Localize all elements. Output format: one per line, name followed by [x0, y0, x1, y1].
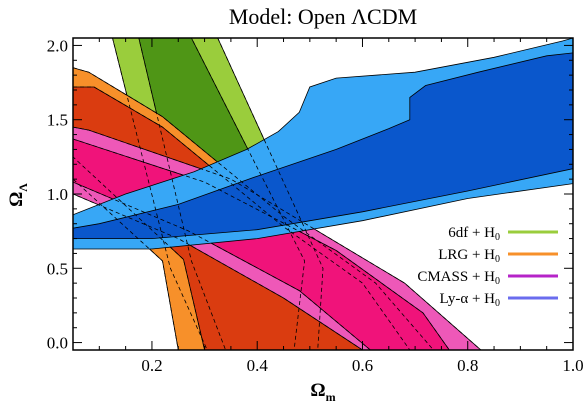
lya-inner-contour [73, 52, 573, 240]
axes: 0.2 0.4 0.6 0.8 1.0 0.0 0.5 1.0 1.5 2.0 [47, 36, 584, 375]
legend: 6df + H0 LRG + H0 CMASS + H0 Ly-α + H0 [417, 225, 558, 309]
6df-inner-dashed [138, 38, 306, 350]
x-tick-label: 0.4 [247, 356, 269, 375]
overlay-dashed-contours [73, 38, 482, 350]
legend-label-cmass: CMASS + H0 [417, 269, 500, 287]
legend-label-lya: Ly-α + H0 [440, 291, 500, 309]
chart-title: Model: Open ΛCDM [229, 4, 417, 29]
legend-label-6df: 6df + H0 [448, 225, 500, 243]
x-axis-label-main: Ω [310, 380, 325, 401]
6df-outer-dashed [112, 38, 324, 350]
x-tick-label: 1.0 [562, 356, 583, 375]
x-tick-label: 0.2 [141, 356, 162, 375]
y-tick-label: 1.5 [47, 111, 68, 130]
y-axis-label-main: Ω [6, 192, 27, 207]
x-axis-label-sub: m [326, 390, 336, 404]
cmass-inner-dashed [73, 138, 450, 350]
y-axis-label: ΩΛ [6, 183, 30, 207]
y-tick-label: 0.0 [47, 334, 68, 353]
x-tick-label: 0.6 [352, 356, 373, 375]
lrg-outer-dashed [73, 67, 435, 350]
lrg-inner-dashed [73, 86, 411, 350]
x-axis-label: Ωm [310, 380, 335, 404]
x-tick-label: 0.8 [457, 356, 478, 375]
legend-label-lrg: LRG + H0 [438, 247, 500, 265]
y-tick-label: 0.5 [47, 259, 68, 278]
contour-layer [73, 38, 573, 350]
y-tick-label: 1.0 [47, 185, 68, 204]
y-axis-label-sub: Λ [16, 183, 30, 192]
y-tick-label: 2.0 [47, 36, 68, 55]
cmass-outer-dashed [73, 126, 482, 350]
